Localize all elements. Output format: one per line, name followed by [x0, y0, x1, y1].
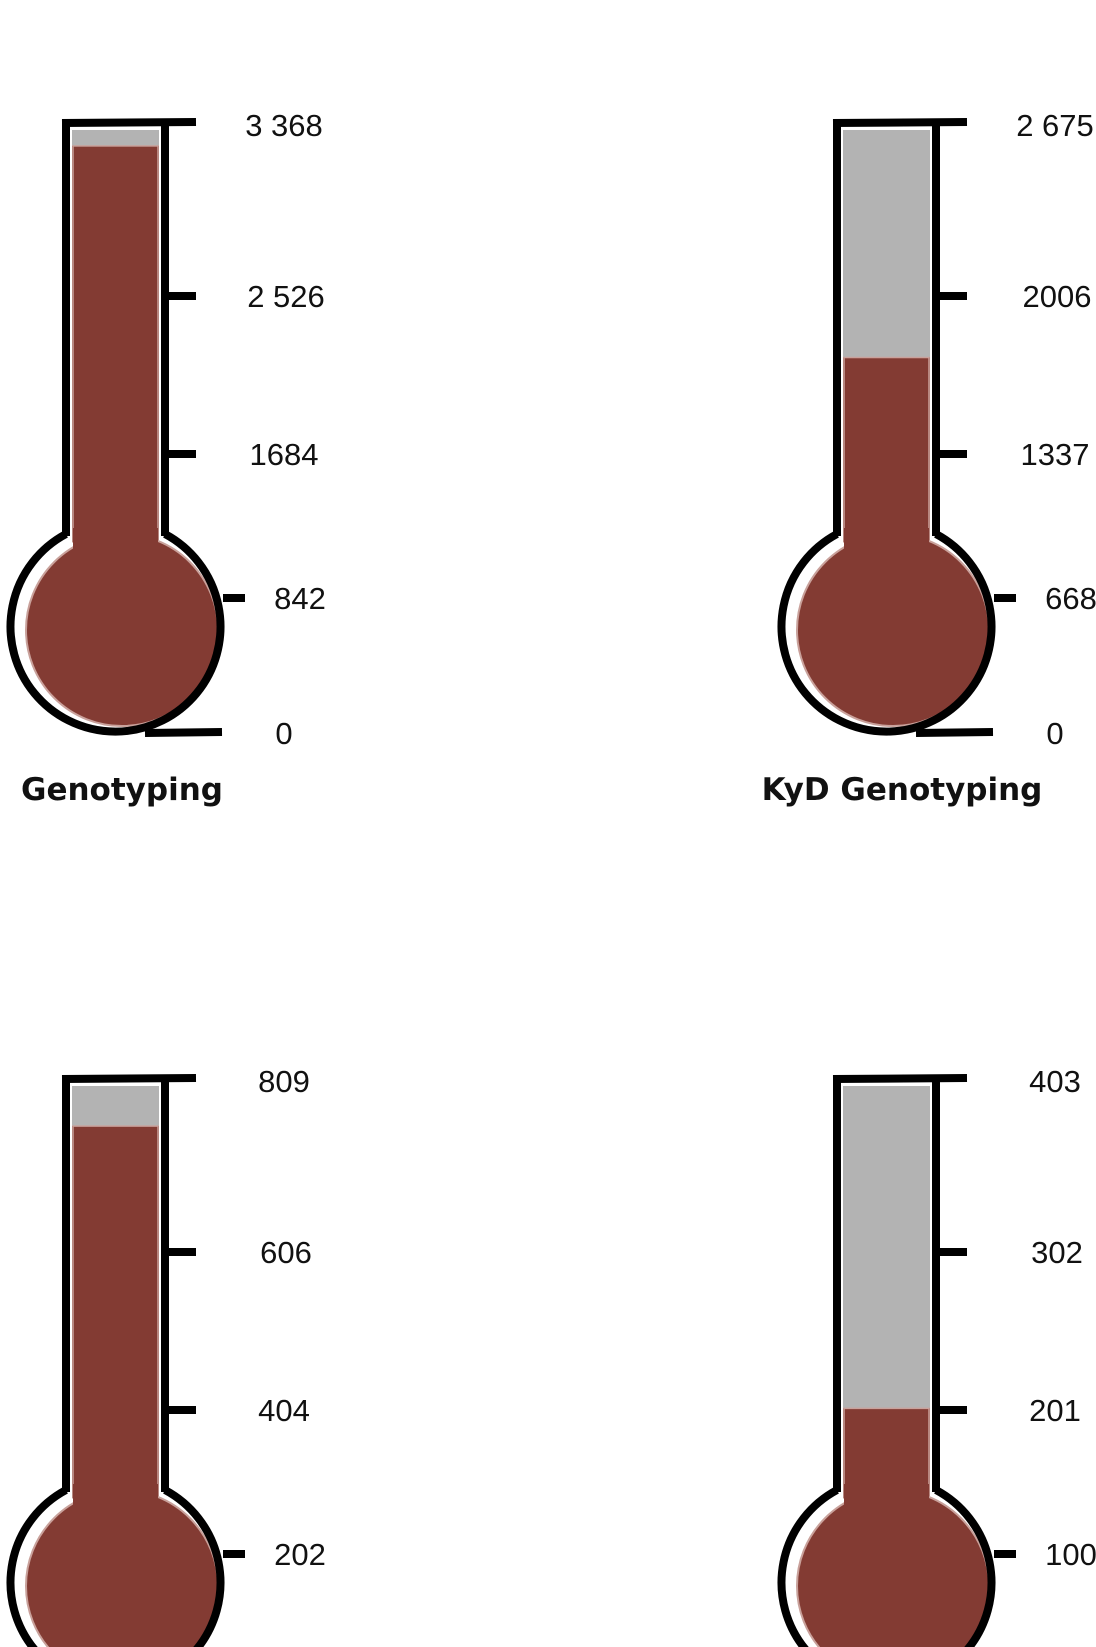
- scale-tick-label: 302: [1031, 1235, 1083, 1270]
- scale-tick-label: 606: [260, 1235, 312, 1270]
- tube-top-cap: [832, 118, 968, 127]
- tube-top-cap: [61, 118, 197, 127]
- bulb-neck-fill: [73, 1484, 158, 1514]
- tube-top-cap: [61, 1074, 197, 1083]
- gauge-title: Genotyping: [21, 772, 223, 808]
- scale-tick: [915, 728, 994, 737]
- scale-tick-label: 0: [1046, 716, 1063, 751]
- tube-fill: [72, 145, 159, 542]
- bulb-outline: [777, 530, 996, 736]
- bulb-neck-fill: [844, 1484, 929, 1514]
- scale-tick-label: 842: [274, 581, 326, 616]
- scale-tick: [144, 728, 223, 737]
- scale-tick-label: 202: [274, 1537, 326, 1572]
- bulb-neck-fill: [73, 528, 158, 558]
- scale-tick-label: 2006: [1023, 279, 1092, 314]
- scale-tick-label: 0: [275, 716, 292, 751]
- scale-tick-label: 809: [258, 1064, 310, 1099]
- scale-tick-label: 2 526: [247, 279, 325, 314]
- scale-tick-label: 404: [258, 1393, 310, 1428]
- scale-tick-label: 201: [1029, 1393, 1081, 1428]
- scale-tick-label: 403: [1029, 1064, 1081, 1099]
- scale-tick-label: 668: [1045, 581, 1096, 616]
- thermometer-gauge-3: 8096064042020: [6, 1064, 326, 1647]
- bulb-outline: [777, 1486, 996, 1647]
- gauge-title: KyD Genotyping: [762, 772, 1043, 808]
- tube-fill: [843, 1408, 930, 1498]
- scale-tick-label: 2 675: [1016, 108, 1094, 143]
- thermometer-gauge-1: 3 368 2 526 1684 842 0 Genotyping: [6, 108, 326, 808]
- bulb-outline: [6, 1486, 225, 1647]
- bulb-neck-fill: [844, 528, 929, 558]
- scale-tick-label: 3 368: [245, 108, 323, 143]
- thermometer-gauge-4: 4033022011000: [777, 1064, 1096, 1647]
- tube-fill: [843, 357, 930, 542]
- tube-fill: [72, 1126, 159, 1498]
- scale-tick-label: 1337: [1021, 437, 1090, 472]
- bulb-outline: [6, 530, 225, 736]
- scale-tick-label: 1684: [250, 437, 319, 472]
- scale-tick-label: 100: [1045, 1537, 1096, 1572]
- tube-top-cap: [832, 1074, 968, 1083]
